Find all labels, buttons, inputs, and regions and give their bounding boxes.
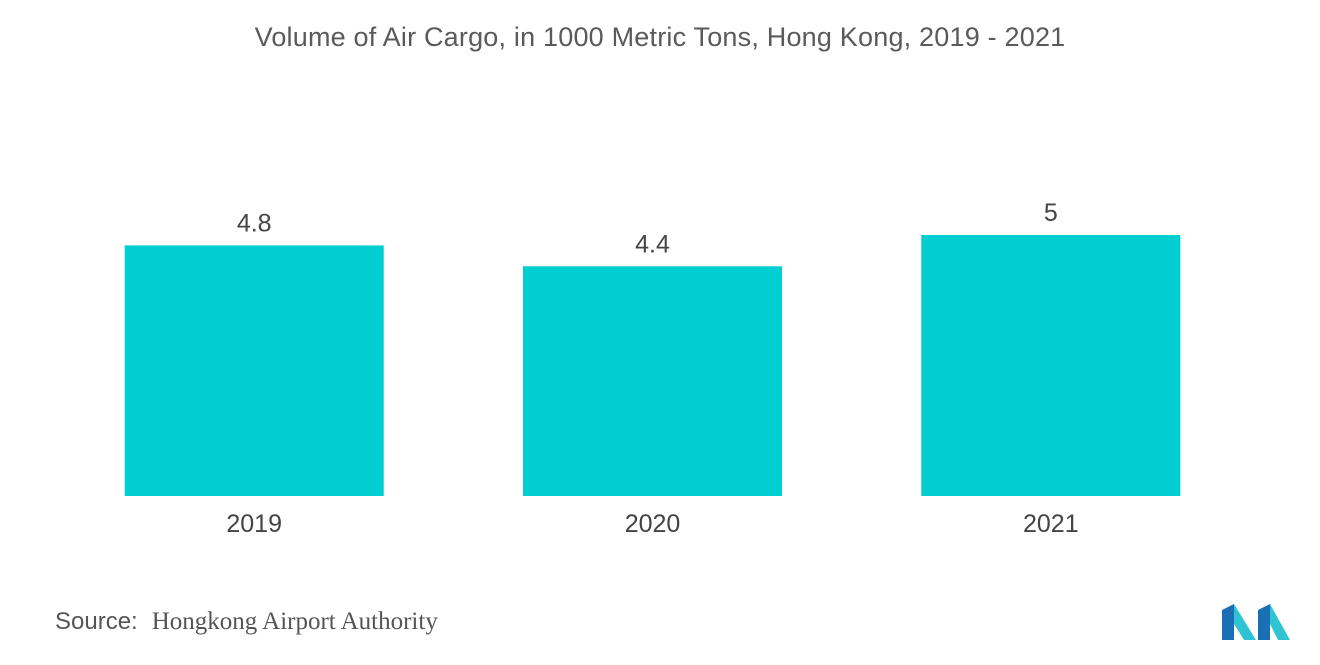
- category-label-2020: 2020: [625, 510, 681, 538]
- value-labels-layer: 4.8 4.4 5: [237, 199, 1058, 258]
- value-label-2021: 5: [1044, 199, 1058, 227]
- bars-layer: [124, 235, 1181, 496]
- source-label: Source:: [55, 608, 138, 635]
- category-label-2019: 2019: [226, 510, 282, 538]
- logo-right-bar: [1258, 604, 1270, 640]
- logo-right-diagonal: [1270, 604, 1290, 640]
- category-label-2021: 2021: [1023, 510, 1079, 538]
- logo-left-diagonal: [1234, 604, 1256, 640]
- source-text: Hongkong Airport Authority: [151, 608, 438, 635]
- mordor-intelligence-logo-icon: [1222, 604, 1290, 640]
- value-label-2019: 4.8: [237, 209, 272, 237]
- bar-2020: [523, 266, 782, 496]
- bar-2021: [921, 235, 1181, 496]
- chart-title: Volume of Air Cargo, in 1000 Metric Tons…: [254, 22, 1066, 52]
- logo-left-bar: [1222, 604, 1234, 640]
- source-footer: Source: Hongkong Airport Authority: [55, 608, 438, 636]
- value-label-2020: 4.4: [635, 230, 670, 258]
- category-labels-layer: 2019 2020 2021: [226, 510, 1078, 538]
- bar-2019: [124, 245, 384, 496]
